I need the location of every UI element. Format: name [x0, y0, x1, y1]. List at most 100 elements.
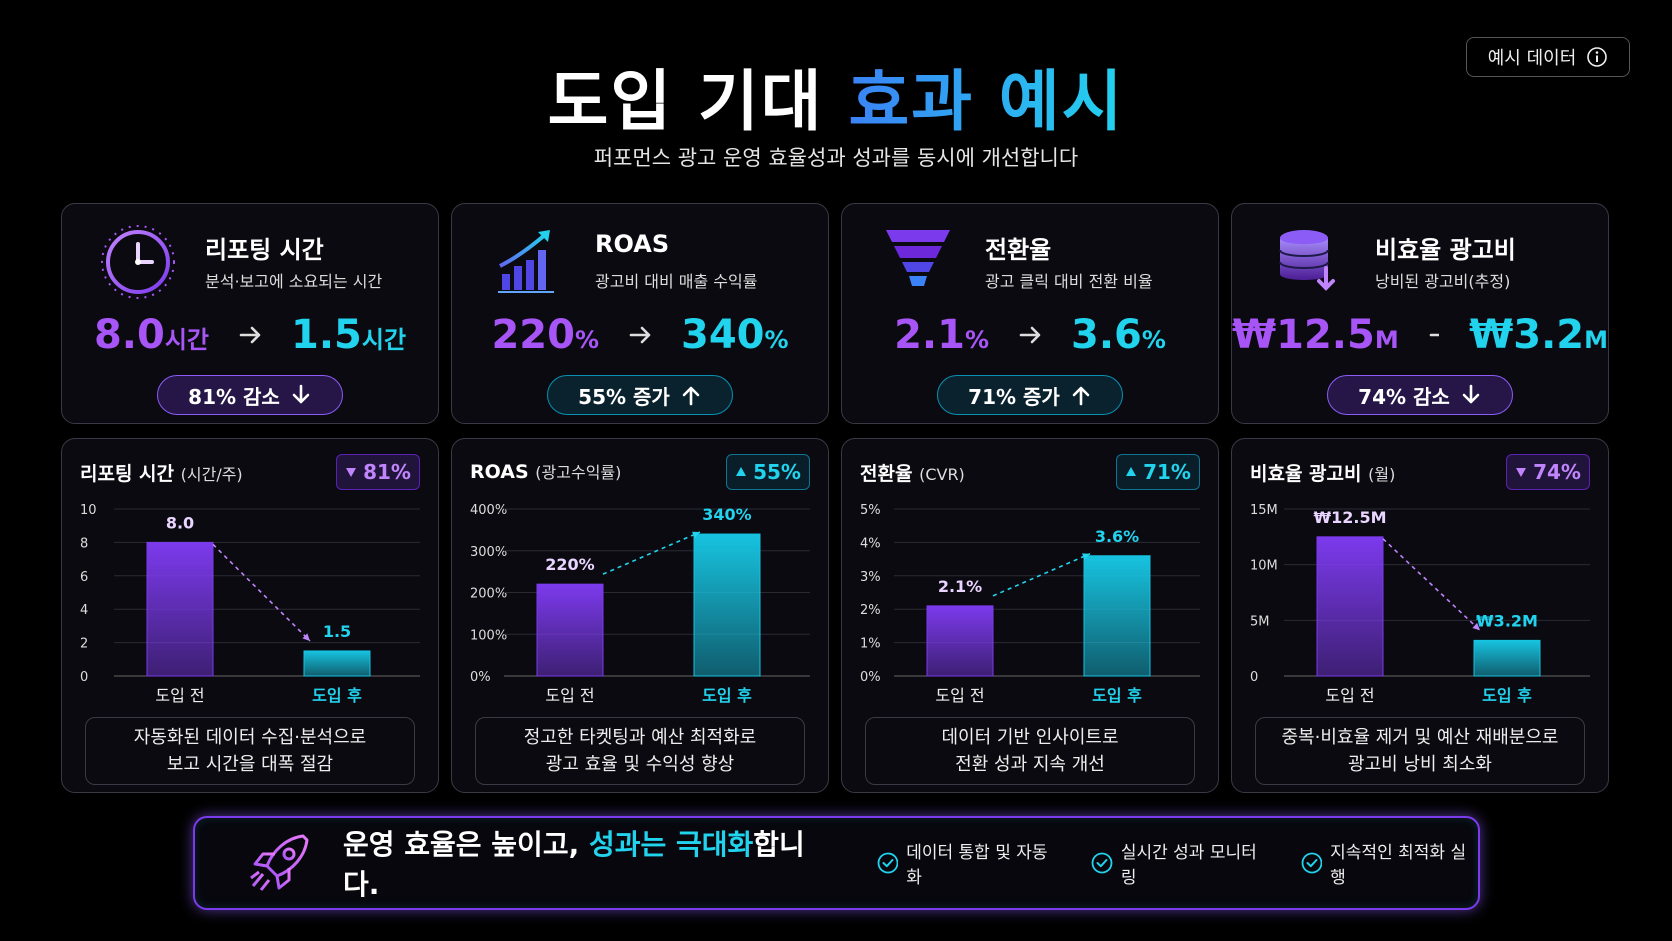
kpi-title: 전환율 — [985, 236, 1052, 264]
y-tick-label: 0 — [1250, 670, 1258, 685]
chart-card: 0 2 4 6 8 10 8.0 도입 전 1.5 도입 후 리포팅 시간 (시간/주) 81% 자동화… — [61, 438, 439, 793]
x-tick-label: 도입 후 — [1092, 686, 1142, 705]
change-arrow-part — [1072, 386, 1090, 406]
bar — [1473, 639, 1541, 677]
change-text: 71% 증가 — [968, 384, 1060, 409]
check-icon-part — [1091, 852, 1113, 874]
y-tick-label: 1% — [860, 637, 881, 652]
kpi-card: 전환율 광고 클릭 대비 전환 비율 2.1% 3.6% 71% 증가 — [841, 203, 1219, 424]
change-badge: 74% — [1506, 454, 1590, 490]
bar — [693, 533, 761, 677]
change-pill: 55% 증가 — [547, 375, 733, 415]
footer-message: 운영 효율은 높이고, 성과는 극대화합니다. — [343, 823, 831, 903]
kpi-icon-part — [106, 230, 170, 294]
y-tick-label: 15M — [1250, 503, 1278, 518]
kpi-icon-part — [499, 232, 548, 268]
note-line: 전환 성과 지속 개선 — [955, 754, 1105, 775]
chart-header: ROAS (광고수익률) — [470, 459, 621, 483]
y-tick-label: 0% — [860, 670, 881, 685]
kpi-after-value: 1.5 — [291, 312, 362, 358]
chart: 0 5M 10M 15M ₩12.5M 도입 전 ₩3.2M 도입 후 — [1250, 503, 1590, 705]
change-arrow — [1462, 384, 1480, 404]
bar — [146, 541, 214, 677]
kpi-before: 8.0시간 — [94, 312, 209, 358]
sample-badge[interactable]: 예시 데이터 — [1466, 37, 1630, 77]
kpi-icon — [886, 230, 950, 286]
kpi-after-unit: % — [1141, 326, 1166, 354]
kpi-icon-part — [1317, 266, 1335, 291]
chart-card: 0% 100% 200% 300% 400% 220% 도입 전 340% 도입 후 ROAS (… — [451, 438, 829, 793]
kpi-icon — [101, 225, 175, 299]
check-icon-part — [882, 859, 894, 868]
kpi-after-unit: % — [764, 326, 789, 354]
badge-text: 예시 데이터 — [1487, 48, 1577, 69]
chart-header: 리포팅 시간 (시간/주) — [80, 459, 243, 486]
trend-arrowhead — [302, 633, 310, 641]
kpi-after-value: ₩3.2 — [1469, 312, 1585, 358]
kpi-card: ROAS 광고비 대비 매출 수익률 220% 340% 55% 증가 — [451, 203, 829, 424]
change-pill: 81% 감소 — [157, 375, 343, 415]
kpi-desc: 광고비 대비 매출 수익률 — [595, 272, 758, 291]
trend-arrowhead — [1472, 622, 1480, 631]
y-tick-label: 10 — [80, 503, 97, 518]
trend-arrow — [212, 543, 311, 642]
change-pill: 74% 감소 — [1327, 375, 1513, 415]
check-icon-part — [1301, 852, 1323, 874]
trend-arrow — [992, 553, 1091, 597]
check-text: 실시간 성과 모니터링 — [1120, 843, 1257, 888]
chart: 0 2 4 6 8 10 8.0 도입 전 1.5 도입 후 — [80, 503, 420, 705]
kpi-values: ₩12.5M ₩3.2M — [1232, 312, 1608, 358]
y-tick-label: 400% — [470, 503, 507, 518]
footer-banner: 운영 효율은 높이고, 성과는 극대화합니다. 데이터 통합 및 자동화 실시간 … — [193, 816, 1480, 910]
x-tick-label: 도입 후 — [312, 686, 362, 705]
badge-triangle — [346, 468, 357, 477]
kpi-icon-part — [1280, 238, 1328, 280]
change-arrow — [1072, 386, 1090, 406]
y-tick-label: 8 — [80, 536, 88, 551]
x-tick-label: 도입 전 — [1325, 686, 1374, 705]
kpi-after: 1.5시간 — [291, 312, 406, 358]
check-item: 실시간 성과 모니터링 — [1091, 838, 1268, 888]
kpi-before-value: 8.0 — [93, 312, 165, 358]
badge-triangle-part — [1516, 468, 1527, 477]
y-tick-label: 200% — [470, 587, 507, 602]
change-text: 55% 증가 — [578, 384, 670, 409]
bar — [1316, 536, 1384, 677]
badge-triangle — [1516, 468, 1527, 477]
badge-triangle — [736, 467, 747, 476]
check-text: 데이터 통합 및 자동화 — [906, 843, 1048, 888]
badge-value: 74% — [1533, 460, 1581, 484]
y-tick-label: 100% — [470, 628, 507, 643]
bar — [303, 650, 371, 677]
chart-unit: (광고수익률) — [535, 463, 622, 482]
info-icon — [1587, 47, 1608, 67]
kpi-icon-part — [136, 242, 154, 264]
check-icon — [1091, 852, 1113, 874]
footer-text: 합니다. — [343, 828, 805, 901]
kpi-icon-part — [902, 262, 934, 272]
kpi-icon — [1279, 230, 1335, 291]
kpi-after-unit: 시간 — [361, 326, 407, 354]
kpi-before-unit: % — [964, 326, 989, 354]
kpi-card: 리포팅 시간 분석·보고에 소요되는 시간 8.0시간 1.5시간 81% 감소 — [61, 203, 439, 424]
kpi-before: ₩12.5M — [1232, 312, 1399, 358]
value-label: 3.6% — [1095, 527, 1139, 546]
kpi-icon-part — [886, 230, 950, 242]
kpi-after: 340% — [681, 312, 789, 358]
title-part: 도입 기대 — [547, 63, 824, 140]
chart-unit: (월) — [1368, 465, 1396, 484]
kpi-before-value: 2.1 — [894, 312, 965, 358]
kpi-after-unit: M — [1584, 326, 1608, 354]
y-tick-label: 2% — [860, 603, 881, 618]
badge-triangle-part — [346, 468, 357, 477]
bar — [1083, 555, 1151, 677]
kpi-before-value: 220 — [491, 312, 575, 358]
kpi-icon-part — [1279, 249, 1329, 269]
x-tick-label: 도입 후 — [1482, 686, 1532, 705]
kpi-after-value: 340 — [681, 312, 765, 358]
x-tick-label: 도입 전 — [935, 686, 984, 705]
chart-note: 데이터 기반 인사이트로 전환 성과 지속 개선 — [865, 717, 1195, 785]
arrow-icon — [629, 326, 651, 344]
